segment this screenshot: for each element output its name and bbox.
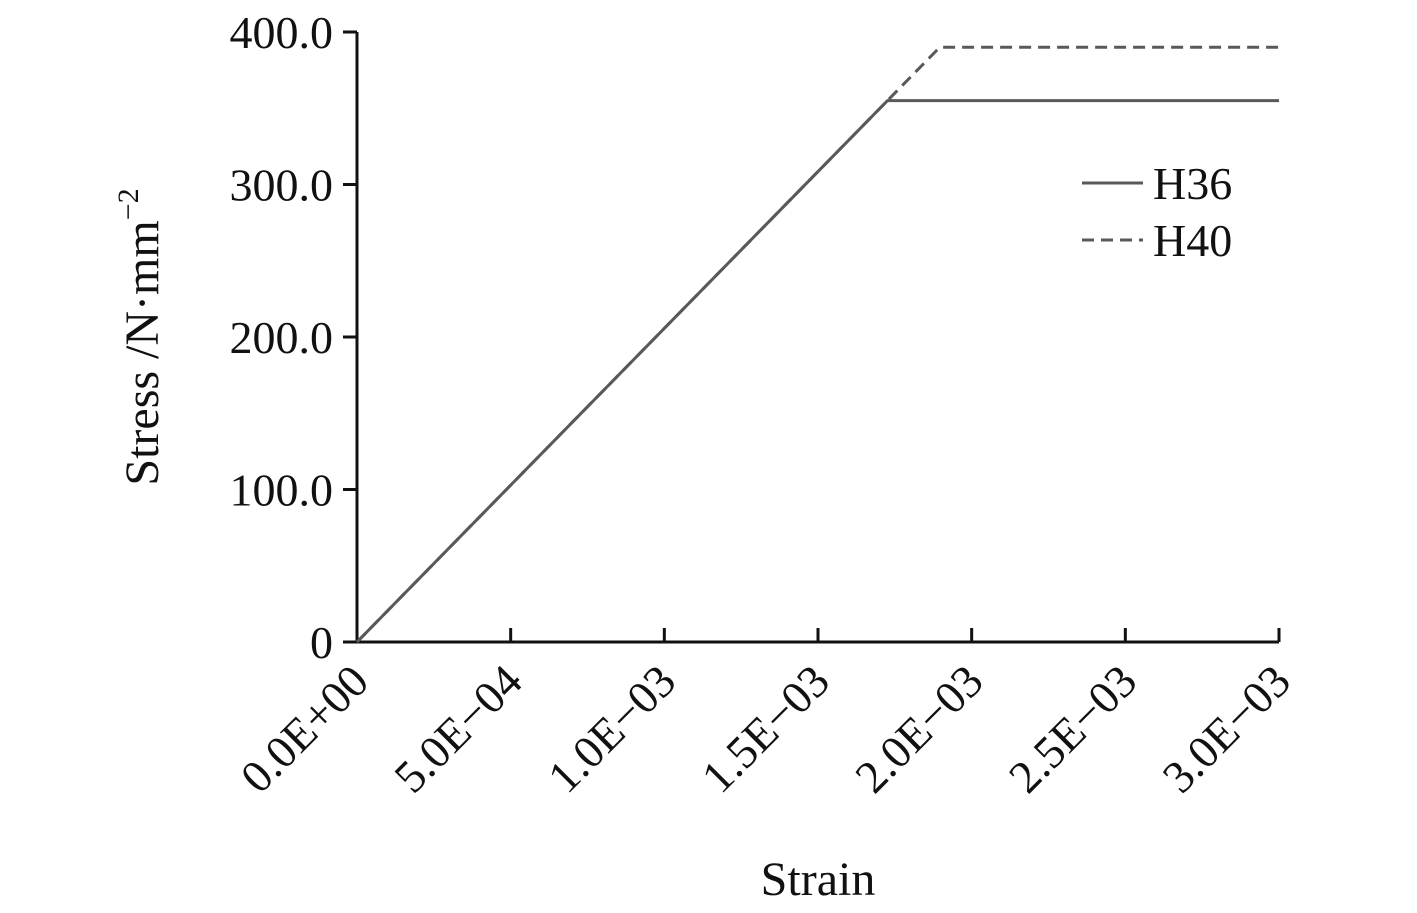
x-tick-label: 0.0E+00 bbox=[231, 655, 378, 802]
legend-label-h36: H36 bbox=[1153, 158, 1232, 209]
x-tick-label: 1.0E−03 bbox=[538, 655, 685, 802]
series-line-h40 bbox=[355, 45, 1279, 644]
y-tick-label: 300.0 bbox=[230, 160, 334, 211]
x-tick-label: 1.5E−03 bbox=[692, 655, 839, 802]
y-tick-label: 100.0 bbox=[230, 465, 334, 516]
x-axis-title: Strain bbox=[761, 853, 876, 906]
y-axis-title: Stress /N·mm−2 bbox=[112, 188, 169, 485]
legend-label-h40: H40 bbox=[1153, 215, 1232, 266]
x-tick-label: 2.0E−03 bbox=[845, 655, 992, 802]
y-axis-title-superscript: −2 bbox=[112, 188, 145, 220]
x-tick-label: 5.0E−04 bbox=[384, 655, 531, 802]
series-layer bbox=[355, 45, 1279, 644]
series-line-h36 bbox=[355, 99, 1279, 644]
y-ticks: 0 100.0 200.0 300.0 400.0 bbox=[230, 7, 357, 668]
axes bbox=[355, 32, 1279, 644]
x-ticks: 0.0E+00 5.0E−04 1.0E−03 1.5E−03 2.0E−03 2.5E−… bbox=[231, 628, 1300, 802]
x-tick-label: 3.0E−03 bbox=[1153, 655, 1300, 802]
y-tick-label: 400.0 bbox=[230, 7, 334, 58]
x-tick-label: 2.5E−03 bbox=[999, 655, 1146, 802]
y-axis-title-main: Stress /N·mm bbox=[116, 220, 169, 485]
legend: H36 H40 bbox=[1082, 158, 1232, 266]
y-tick-label: 200.0 bbox=[230, 312, 334, 363]
y-tick-label: 0 bbox=[310, 617, 333, 668]
